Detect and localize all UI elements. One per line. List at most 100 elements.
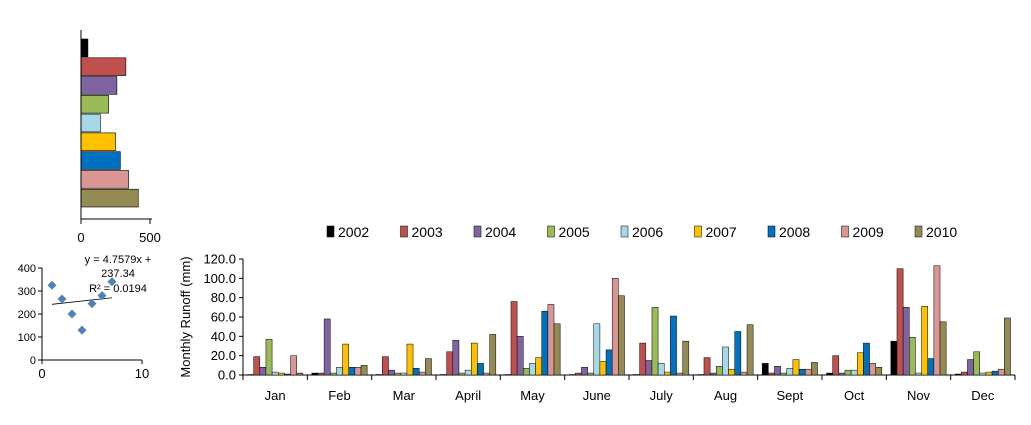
bar-2007-June bbox=[599, 361, 607, 376]
bar-2005-June bbox=[587, 372, 595, 376]
legend-swatch-2003 bbox=[400, 225, 408, 238]
bar-2008-Nov bbox=[927, 358, 935, 376]
bar-2010-Jan bbox=[296, 372, 304, 376]
bar-2010-July bbox=[682, 340, 690, 376]
bar-2002-Mar bbox=[375, 374, 383, 376]
monthly-y-tick-0.0: 0.0 bbox=[218, 368, 236, 383]
hbar-2003 bbox=[80, 57, 127, 76]
bar-2010-Dec bbox=[1004, 317, 1011, 376]
bar-2002-June bbox=[568, 374, 576, 376]
bar-2005-April bbox=[458, 372, 466, 376]
monthly-x-tick-Mar: Mar bbox=[393, 388, 416, 403]
bar-2008-April bbox=[477, 363, 484, 376]
legend-label-2006: 2006 bbox=[632, 224, 663, 240]
scatter-point-6 bbox=[97, 291, 107, 301]
bar-2004-Nov bbox=[902, 307, 910, 376]
bar-2004-April bbox=[452, 339, 460, 376]
scatter-y-tick-100: 100 bbox=[18, 332, 36, 344]
bar-2007-July bbox=[663, 371, 671, 376]
bar-2006-Mar bbox=[400, 372, 408, 376]
bar-2010-Aug bbox=[746, 324, 754, 376]
bar-2005-Mar bbox=[394, 372, 402, 376]
hbar-2005 bbox=[80, 95, 109, 114]
bar-2002-Dec bbox=[954, 373, 962, 376]
scatter-point-5 bbox=[87, 299, 97, 309]
bar-2005-July bbox=[651, 307, 659, 376]
bar-2010-Feb bbox=[360, 365, 368, 376]
scatter-point-4 bbox=[77, 325, 87, 335]
bar-2006-Aug bbox=[722, 346, 729, 376]
bar-2005-May bbox=[523, 367, 530, 376]
bar-2008-Oct bbox=[863, 342, 870, 376]
monthly-y-tick-20.0: 20.0 bbox=[211, 348, 236, 363]
scatter-trend-chart: 0 100 200 300 400 0 10 y = 4.7579x + 237.34 R² = … bbox=[18, 254, 152, 381]
bar-2007-Feb bbox=[342, 343, 349, 376]
monthly-y-tick-80.0: 80.0 bbox=[211, 290, 236, 305]
legend-label-2004: 2004 bbox=[485, 224, 516, 240]
scatter-y-tick-200: 200 bbox=[18, 309, 36, 321]
hbar-x-tick-0: 0 bbox=[77, 230, 84, 245]
monthly-x-tick-Nov: Nov bbox=[907, 388, 931, 403]
bar-2009-Feb bbox=[354, 367, 362, 376]
bar-2007-April bbox=[470, 342, 478, 376]
scatter-equation-line1: y = 4.7579x + bbox=[85, 254, 152, 266]
bar-2006-Nov bbox=[915, 372, 922, 376]
monthly-y-tick-120.0: 120.0 bbox=[203, 252, 236, 267]
bar-2004-Feb bbox=[323, 318, 331, 376]
bar-2009-April bbox=[483, 372, 490, 376]
bar-2005-Dec bbox=[973, 351, 981, 376]
bar-2009-June bbox=[611, 278, 619, 376]
monthly-x-tick-April: April bbox=[455, 388, 481, 403]
bar-2006-Sept bbox=[786, 367, 794, 376]
bar-2004-Mar bbox=[388, 369, 395, 376]
bar-2009-Jan bbox=[290, 355, 297, 376]
hbar-2009 bbox=[80, 170, 129, 189]
monthly-x-tick-May: May bbox=[520, 388, 545, 403]
bar-2005-Aug bbox=[716, 366, 723, 376]
bar-2003-Aug bbox=[703, 357, 711, 376]
bar-2010-Nov bbox=[939, 321, 947, 376]
bar-2004-Sept bbox=[774, 366, 781, 376]
bar-2009-July bbox=[676, 372, 683, 376]
bar-2009-Sept bbox=[804, 368, 812, 376]
scatter-x-tick-0: 0 bbox=[38, 366, 45, 381]
bar-2004-Oct bbox=[838, 372, 846, 376]
bar-2003-Sept bbox=[768, 372, 775, 376]
bar-2003-Jan bbox=[253, 356, 261, 376]
bar-2003-Dec bbox=[961, 371, 968, 376]
scatter-point-2 bbox=[57, 294, 67, 304]
legend-label-2009: 2009 bbox=[853, 224, 884, 240]
legend-swatch-2005 bbox=[547, 225, 555, 238]
bar-2007-Dec bbox=[985, 371, 993, 376]
bar-2002-Nov bbox=[890, 340, 898, 376]
monthly-runoff-bar-chart: 0.0 20.0 40.0 60.0 80.0 100.0 120.0 Jan Feb Mar Ap… bbox=[178, 224, 1016, 403]
monthly-y-tick-40.0: 40.0 bbox=[211, 329, 236, 344]
bar-2009-Aug bbox=[740, 371, 748, 376]
bar-2010-June bbox=[618, 295, 625, 376]
bar-2002-Aug bbox=[697, 374, 705, 376]
legend-swatch-2002 bbox=[326, 225, 335, 238]
bar-2002-Sept bbox=[761, 363, 769, 376]
bar-2006-Feb bbox=[336, 367, 343, 376]
monthly-x-tick-Jan: Jan bbox=[265, 388, 286, 403]
bar-2007-Sept bbox=[792, 359, 800, 376]
bar-2008-Mar bbox=[412, 367, 420, 376]
bar-2010-Oct bbox=[875, 367, 883, 376]
hbar-2006 bbox=[80, 113, 101, 133]
hbar-2004 bbox=[80, 76, 118, 95]
bar-2008-Dec bbox=[991, 370, 999, 376]
monthly-x-tick-Dec: Dec bbox=[971, 388, 995, 403]
legend-label-2003: 2003 bbox=[412, 224, 443, 240]
bar-2003-Oct bbox=[832, 355, 840, 376]
bar-2002-Jan bbox=[247, 374, 254, 376]
scatter-y-tick-0: 0 bbox=[30, 355, 36, 367]
monthly-x-tick-Aug: Aug bbox=[714, 388, 737, 403]
bar-2005-Sept bbox=[780, 372, 788, 376]
bar-2006-May bbox=[529, 363, 536, 376]
monthly-x-tick-June: June bbox=[583, 388, 611, 403]
monthly-x-tick-Sept: Sept bbox=[776, 388, 803, 403]
annual-runoff-hbar-chart: 0 500 bbox=[77, 30, 161, 245]
bar-2004-July bbox=[645, 360, 653, 376]
legend-swatch-2004 bbox=[473, 225, 482, 238]
